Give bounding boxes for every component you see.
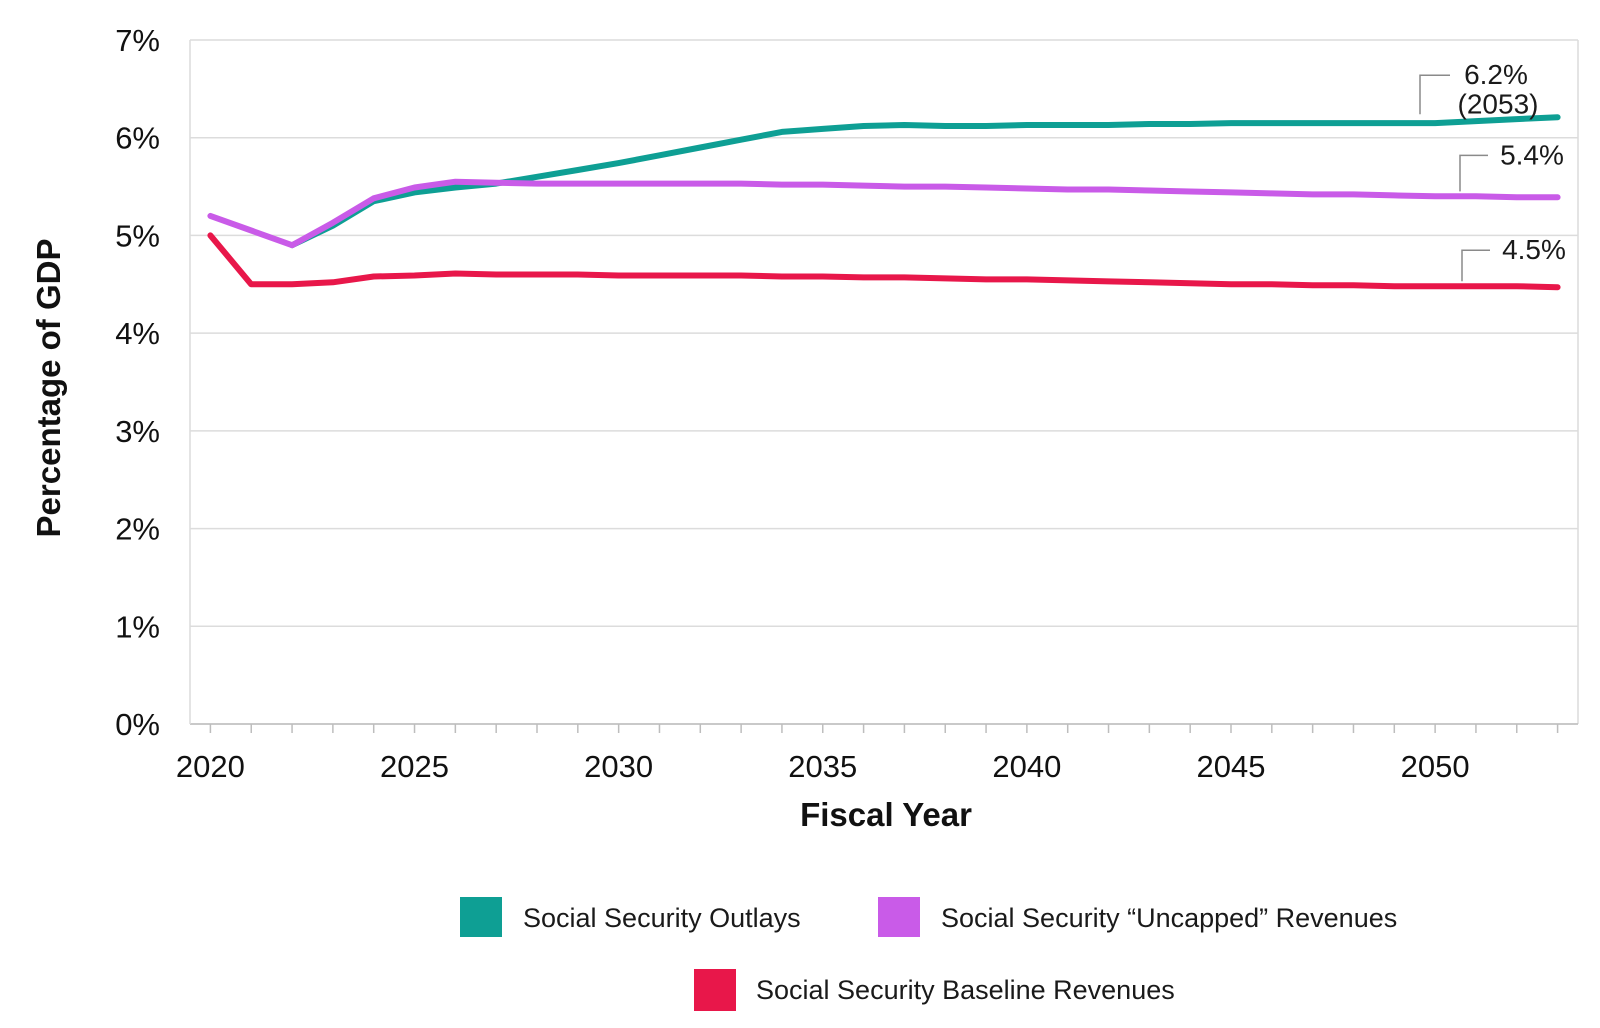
annotation-baseline-value: 4.5% bbox=[1502, 234, 1566, 265]
legend-label-baseline-revenues: Social Security Baseline Revenues bbox=[756, 975, 1175, 1005]
series-lines bbox=[207, 114, 1561, 291]
end-value-annotations: 6.2%(2053) 5.4% 4.5% bbox=[1419, 59, 1566, 282]
y-tick-label: 5% bbox=[115, 218, 160, 253]
gridlines bbox=[190, 39, 1579, 725]
y-tick-label: 4% bbox=[115, 316, 160, 351]
x-tick-label: 2045 bbox=[1197, 749, 1266, 784]
y-tick-label: 0% bbox=[115, 707, 160, 742]
legend-swatch-baseline-revenues bbox=[694, 969, 736, 1011]
x-tick-marks bbox=[209, 724, 1559, 733]
axes bbox=[189, 40, 1578, 725]
series-line-social-security-baseline-revenues bbox=[207, 232, 1561, 291]
annotation-outlays-year: (2053) bbox=[1458, 89, 1539, 120]
y-tick-labels: 0% 1% 2% 3% 4% 5% 6% 7% bbox=[115, 23, 160, 742]
x-tick-label: 2040 bbox=[992, 749, 1061, 784]
x-tick-label: 2050 bbox=[1401, 749, 1470, 784]
y-tick-label: 7% bbox=[115, 23, 160, 58]
y-tick-label: 6% bbox=[115, 121, 160, 156]
annotation-leader-baseline bbox=[1461, 249, 1490, 282]
legend-swatch-outlays bbox=[460, 897, 502, 937]
y-tick-label: 2% bbox=[115, 512, 160, 547]
x-tick-label: 2030 bbox=[584, 749, 653, 784]
x-tick-labels: 2020 2025 2030 2035 2040 2045 2050 bbox=[176, 749, 1470, 784]
x-tick-label: 2035 bbox=[788, 749, 857, 784]
x-tick-label: 2020 bbox=[176, 749, 245, 784]
y-tick-label: 3% bbox=[115, 414, 160, 449]
series-line-social-security-uncapped-revenues bbox=[207, 178, 1561, 249]
annotation-uncapped-value: 5.4% bbox=[1500, 139, 1564, 170]
legend-label-outlays: Social Security Outlays bbox=[523, 903, 801, 933]
annotation-leader-uncapped bbox=[1459, 154, 1488, 192]
x-tick-label: 2025 bbox=[380, 749, 449, 784]
y-tick-label: 1% bbox=[115, 609, 160, 644]
legend: Social Security Outlays Social Security … bbox=[460, 897, 1397, 1011]
legend-label-uncapped-revenues: Social Security “Uncapped” Revenues bbox=[941, 903, 1397, 933]
x-axis-title: Fiscal Year bbox=[800, 796, 972, 833]
annotation-leader-outlays bbox=[1419, 74, 1450, 115]
legend-swatch-uncapped-revenues bbox=[878, 897, 920, 937]
y-axis-title: Percentage of GDP bbox=[30, 239, 67, 538]
annotation-outlays-value: 6.2% bbox=[1464, 59, 1528, 90]
